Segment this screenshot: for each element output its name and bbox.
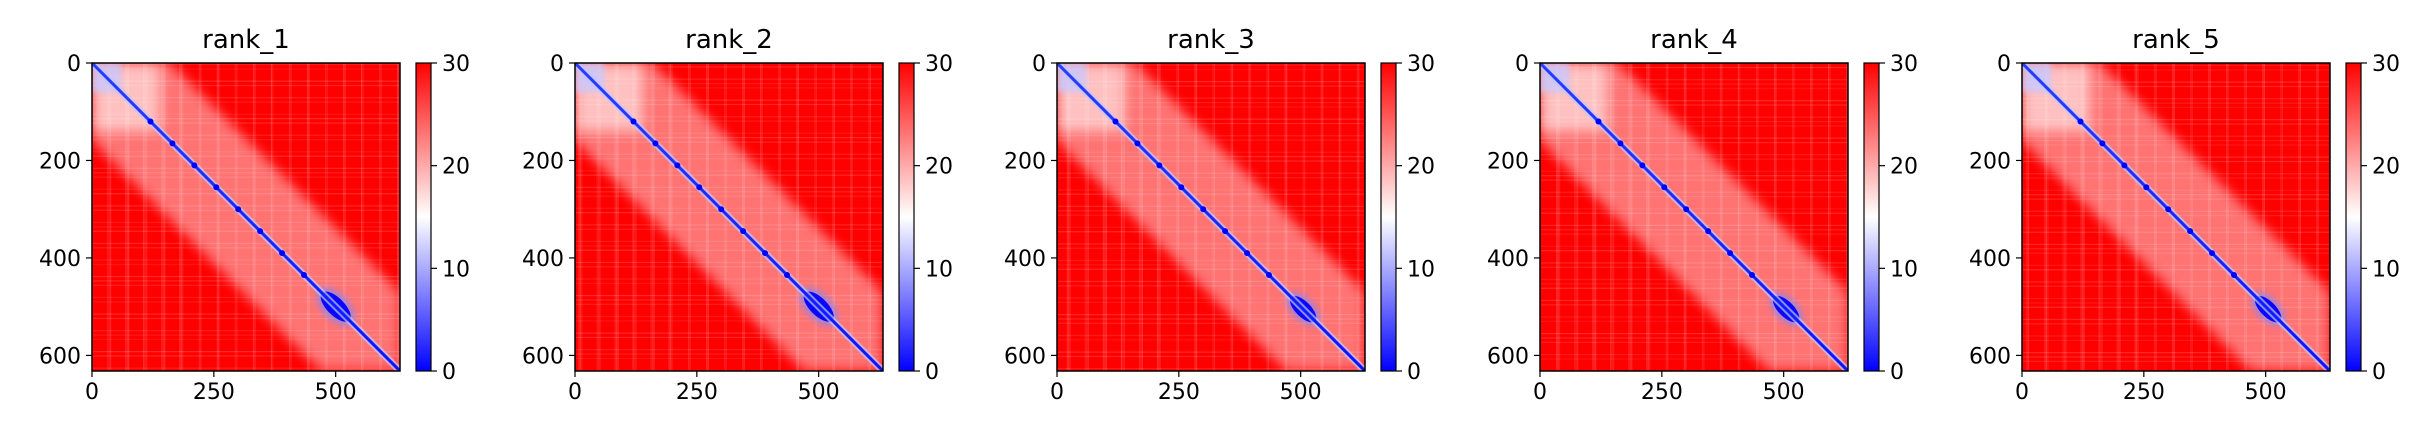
colorbar-tick-label: 20	[2372, 155, 2400, 180]
colorbar	[1863, 62, 1880, 372]
y-tick-label: 600	[522, 344, 564, 369]
colorbar-tick-label: 10	[2372, 257, 2400, 282]
colorbar	[898, 62, 915, 372]
y-tick-label: 0	[1032, 52, 1046, 77]
colorbar-tick-label: 0	[925, 360, 939, 385]
y-tick-label: 0	[67, 52, 81, 77]
y-tick-label: 600	[39, 344, 81, 369]
y-tick-label: 0	[550, 52, 564, 77]
colorbar-tick-label: 10	[925, 257, 953, 282]
heatmap-image	[1540, 63, 1848, 371]
x-tick-label: 0	[2015, 380, 2029, 405]
colorbar-tick-label: 0	[442, 360, 456, 385]
axes-frame	[1539, 62, 1849, 372]
x-tick-label: 500	[1763, 380, 1805, 405]
colorbar	[2345, 62, 2362, 372]
colorbar-tick-label: 20	[1890, 155, 1918, 180]
x-tick-label: 500	[798, 380, 840, 405]
y-tick-label: 200	[1004, 149, 1046, 174]
axes-frame	[2021, 62, 2331, 372]
axes-frame	[574, 62, 884, 372]
y-tick-label: 400	[522, 247, 564, 272]
colorbar-tick-label: 10	[1890, 257, 1918, 282]
colorbar-tick-label: 30	[442, 52, 470, 77]
colorbar-tick-label: 20	[1407, 155, 1435, 180]
heatmap-image	[1057, 63, 1365, 371]
heatmap-image	[92, 63, 400, 371]
panel-title: rank_2	[685, 25, 773, 55]
y-tick-label: 400	[1487, 247, 1529, 272]
colorbar-tick-label: 20	[925, 155, 953, 180]
x-tick-label: 250	[676, 380, 718, 405]
x-tick-label: 250	[2123, 380, 2165, 405]
y-tick-label: 200	[522, 149, 564, 174]
axes-frame	[1056, 62, 1366, 372]
x-tick-label: 0	[1533, 380, 1547, 405]
colorbar-tick-label: 20	[442, 155, 470, 180]
y-tick-label: 600	[1004, 344, 1046, 369]
y-tick-label: 600	[1969, 344, 2011, 369]
y-tick-label: 400	[39, 247, 81, 272]
x-tick-label: 500	[315, 380, 357, 405]
x-tick-label: 0	[85, 380, 99, 405]
y-tick-label: 400	[1004, 247, 1046, 272]
colorbar-tick-label: 0	[1890, 360, 1904, 385]
x-tick-label: 250	[1158, 380, 1200, 405]
y-tick-label: 200	[39, 149, 81, 174]
x-tick-label: 0	[1050, 380, 1064, 405]
panel-title: rank_4	[1650, 25, 1738, 55]
colorbar	[1380, 62, 1397, 372]
colorbar-tick-label: 10	[442, 257, 470, 282]
x-tick-label: 250	[1641, 380, 1683, 405]
y-tick-label: 600	[1487, 344, 1529, 369]
y-tick-label: 400	[1969, 247, 2011, 272]
panel-title: rank_5	[2132, 25, 2220, 55]
axes-frame	[91, 62, 401, 372]
heatmap-image	[2022, 63, 2330, 371]
colorbar-tick-label: 0	[2372, 360, 2386, 385]
colorbar-tick-label: 30	[2372, 52, 2400, 77]
y-tick-label: 0	[1515, 52, 1529, 77]
x-tick-label: 500	[2245, 380, 2287, 405]
x-tick-label: 0	[568, 380, 582, 405]
heatmap-image	[575, 63, 883, 371]
colorbar-tick-label: 30	[1407, 52, 1435, 77]
colorbar-tick-label: 10	[1407, 257, 1435, 282]
x-tick-label: 250	[193, 380, 235, 405]
x-tick-label: 500	[1280, 380, 1322, 405]
colorbar-tick-label: 30	[925, 52, 953, 77]
panel-title: rank_3	[1167, 25, 1255, 55]
colorbar-tick-label: 30	[1890, 52, 1918, 77]
colorbar-tick-label: 0	[1407, 360, 1421, 385]
y-tick-label: 0	[1997, 52, 2011, 77]
colorbar	[415, 62, 432, 372]
y-tick-label: 200	[1969, 149, 2011, 174]
y-tick-label: 200	[1487, 149, 1529, 174]
panel-title: rank_1	[202, 25, 290, 55]
